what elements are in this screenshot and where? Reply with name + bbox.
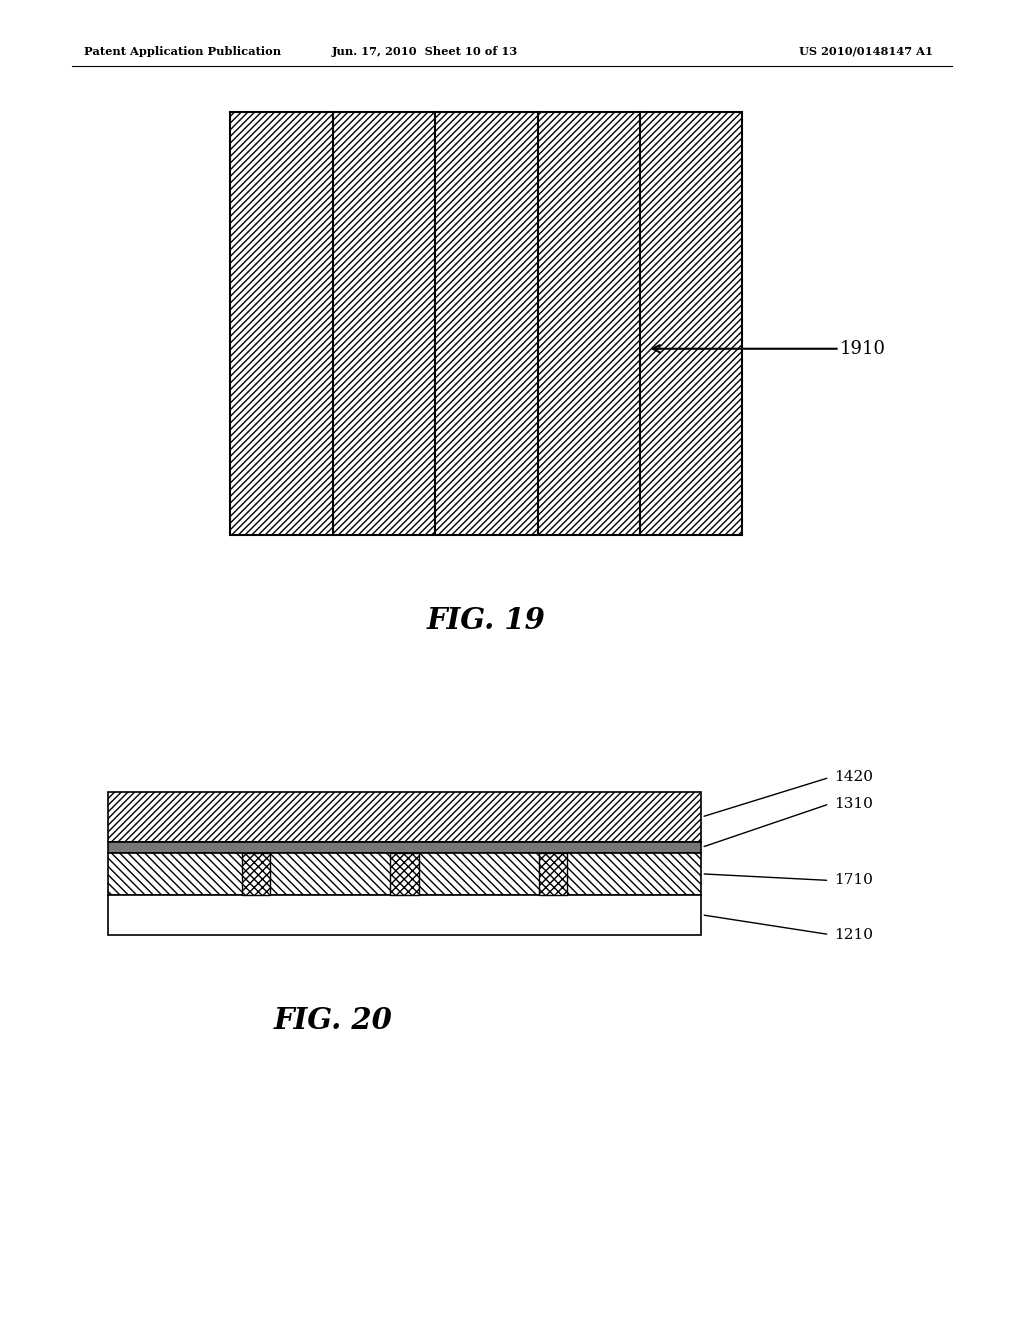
Text: 1710: 1710	[835, 874, 873, 887]
Text: 1910: 1910	[652, 339, 886, 358]
Text: FIG. 19: FIG. 19	[427, 606, 546, 635]
Text: 1420: 1420	[835, 771, 873, 784]
Bar	[390, 853, 419, 895]
Bar	[108, 842, 701, 853]
Text: US 2010/0148147 A1: US 2010/0148147 A1	[799, 46, 933, 57]
Bar	[230, 112, 742, 535]
Text: FIG. 20: FIG. 20	[273, 1006, 392, 1035]
Bar	[108, 895, 701, 935]
Bar	[539, 853, 567, 895]
Text: Patent Application Publication: Patent Application Publication	[84, 46, 282, 57]
Bar	[242, 853, 270, 895]
Bar	[108, 792, 701, 842]
Text: Jun. 17, 2010  Sheet 10 of 13: Jun. 17, 2010 Sheet 10 of 13	[332, 46, 518, 57]
Text: 1310: 1310	[835, 797, 873, 810]
Text: 1210: 1210	[835, 928, 873, 941]
Bar	[108, 853, 701, 895]
